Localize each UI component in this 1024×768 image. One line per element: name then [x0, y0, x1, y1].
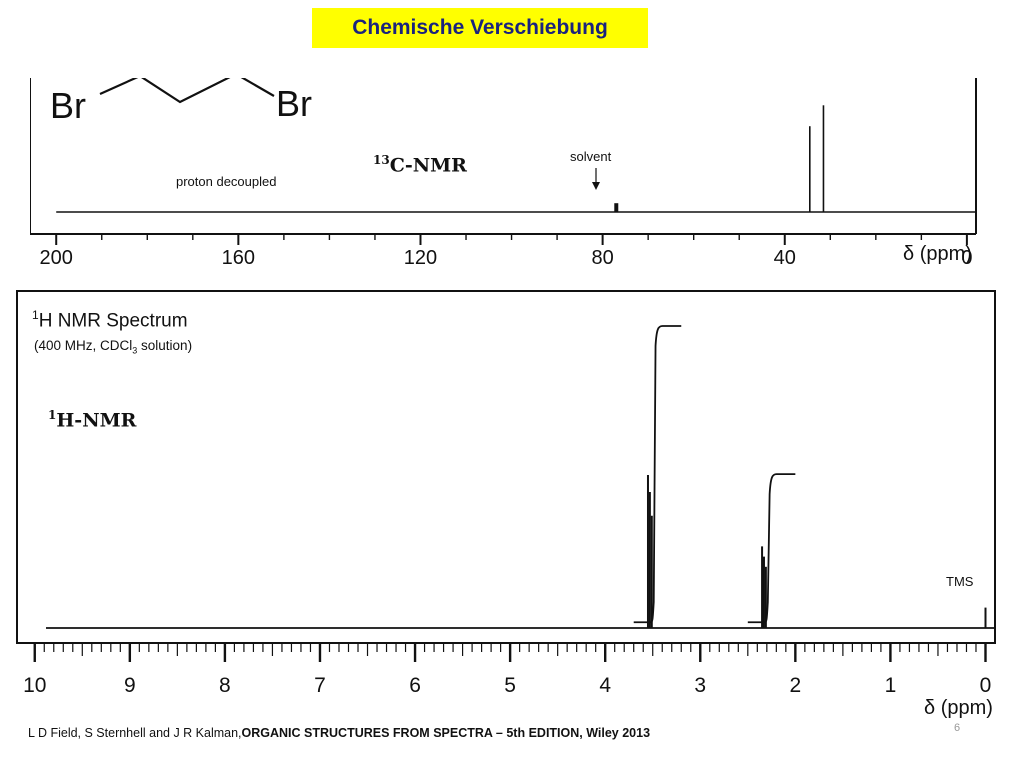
h1-tick-label: 6 [409, 674, 421, 697]
h1-tick-label: 3 [694, 674, 706, 697]
h1-tick-label: 2 [790, 674, 802, 697]
h1-spectrum-title: 1H NMR Spectrum [32, 308, 188, 332]
c13-solvent-label: solvent [570, 149, 612, 164]
c13-tick-label: 120 [404, 247, 437, 269]
h1-tick-label: 10 [23, 674, 46, 697]
c13-tick-label: 160 [222, 247, 255, 269]
c13-spectrum-chart: Br Br 200 160 120 80 40 0 δ (ppm) proton deco… [30, 78, 977, 269]
citation-footer: L D Field, S Sternhell and J R Kalman,OR… [28, 726, 650, 740]
c13-tick-label: 80 [591, 247, 613, 269]
h1-integral-curve [633, 325, 682, 624]
page-number: 6 [954, 722, 961, 734]
h1-integral-curve [747, 473, 796, 624]
c13-tick-label: 200 [40, 247, 73, 269]
tms-label: TMS [946, 574, 974, 589]
c13-tick-label: 40 [774, 247, 796, 269]
h1-frame [16, 290, 996, 644]
c13-tick-label: 0 [961, 247, 972, 269]
c13-trace [56, 105, 976, 213]
c13-spectrum-panel: Br Br 200 160 120 80 40 0 δ (ppm) proton deco… [30, 78, 990, 270]
h1-x-axis-label: δ (ppm) [924, 697, 993, 718]
slide-title: Chemische Verschiebung [312, 8, 648, 48]
h1-tick-label: 1 [885, 674, 897, 697]
h1-tick-label: 0 [980, 674, 992, 697]
dibromopropane-bonds [99, 78, 275, 104]
c13-caption: proton decoupled [176, 174, 276, 189]
citation-authors: L D Field, S Sternhell and J R Kalman, [28, 726, 242, 740]
bromine-atom-right: Br [276, 83, 312, 124]
h1-trace [46, 475, 994, 629]
solvent-arrow-icon [592, 168, 600, 190]
c13-x-axis-label: δ (ppm) [903, 243, 972, 265]
h1-x-tick-labels: 10 9 8 7 6 5 4 3 2 1 0 [23, 674, 991, 697]
h1-tick-label: 5 [504, 674, 516, 697]
h1-spectrum-subtitle: (400 MHz, CDCl3 solution) [34, 338, 193, 356]
h1-tick-label: 8 [219, 674, 231, 697]
c13-x-ticks [55, 234, 968, 245]
h1-x-ticks [33, 643, 987, 662]
c13-x-tick-labels: 200 160 120 80 40 0 [40, 247, 973, 269]
h1-nmr-label: 1H-NMR [48, 408, 137, 432]
citation-book: ORGANIC STRUCTURES FROM SPECTRA – 5th ED… [241, 726, 651, 740]
h1-spectrum-chart: 10 9 8 7 6 5 4 3 2 1 0 δ (ppm) TMS [16, 290, 996, 718]
h1-tick-label: 9 [124, 674, 136, 697]
c13-nmr-label: 13C-NMR [373, 153, 467, 177]
h1-spectrum-panel: 10 9 8 7 6 5 4 3 2 1 0 δ (ppm) TMS 1H NMR Spectrum… [16, 290, 1008, 718]
c13-solvent-peak [614, 203, 619, 212]
h1-tick-label: 7 [314, 674, 326, 697]
h1-integral-curves [633, 325, 796, 624]
h1-tick-label: 4 [599, 674, 611, 697]
bromine-atom-left: Br [50, 85, 86, 126]
